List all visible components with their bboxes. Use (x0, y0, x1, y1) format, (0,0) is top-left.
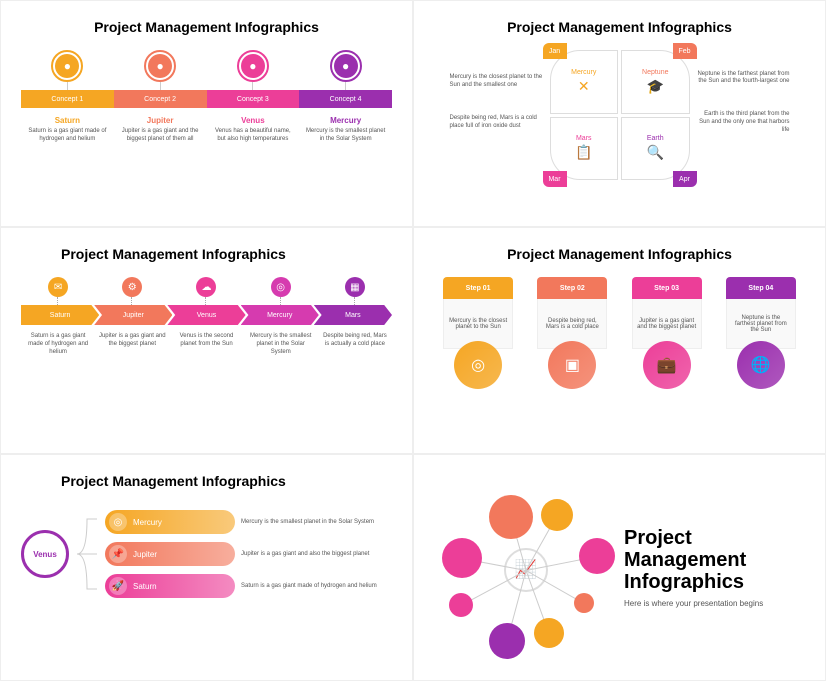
panel-title: Project Management Infographics (434, 19, 805, 35)
subtitle: Here is where your presentation begins (624, 599, 805, 608)
arrow-icon: ◎ (271, 277, 291, 297)
panel-branches: Project Management Infographics Venus ◎M… (0, 454, 413, 681)
root-node: Venus (21, 530, 69, 578)
arrow-segment: Venus (167, 305, 245, 325)
concept-item: JupiterJupiter is a gas giant and the bi… (114, 116, 207, 144)
arrow-icon: ☁ (196, 277, 216, 297)
arrow-desc: Despite being red, Mars is actually a co… (318, 333, 392, 356)
concept-item: SaturnSaturn is a gas giant made of hydr… (21, 116, 114, 144)
bubble (489, 495, 533, 539)
bubble (541, 499, 573, 531)
concept-item: MercuryMercury is the smallest planet in… (299, 116, 392, 144)
step-card: Step 02Despite being red, Mars is a cold… (537, 277, 607, 389)
bubble (574, 593, 594, 613)
branch-item: 🚀SaturnSaturn is a gas giant made of hyd… (105, 574, 392, 598)
arrow-desc: Mercury is the smallest planet in the So… (244, 333, 318, 356)
panel-title: Project Management Infographics (61, 473, 392, 489)
arrow-segment: Saturn (21, 305, 99, 325)
panel-arrows: Project Management Infographics ✉ ⚙ ☁ ◎ ▦ Sa… (0, 227, 413, 454)
arrow-desc: Venus is the second planet from the Sun (169, 333, 243, 356)
panel-title: Project Management Infographics (434, 246, 805, 262)
panel-title-slide: 📈 Project Management Infographics Here i… (413, 454, 826, 681)
bubble (534, 618, 564, 648)
quadrant-desc: Mercury is the closest planet to the Sun… (450, 74, 545, 90)
step-card: Step 03Jupiter is a gas giant and the bi… (632, 277, 702, 389)
concept-circle: ● (51, 50, 83, 82)
branch-connector (77, 504, 97, 604)
concept-bar: Concept 4 (299, 90, 392, 108)
main-title: Project Management Infographics (624, 527, 805, 593)
concept-circle: ● (237, 50, 269, 82)
quadrant-desc: Neptune is the farthest planet from the … (695, 71, 790, 87)
quadrant-desc: Despite being red, Mars is a cold place … (450, 115, 545, 131)
quadrant-cell: MarMars📋 (550, 117, 619, 181)
branch-item: ◎MercuryMercury is the smallest planet i… (105, 510, 392, 534)
arrow-segment: Mercury (241, 305, 319, 325)
concept-bar: Concept 3 (207, 90, 300, 108)
quadrant-desc: Earth is the third planet from the Sun a… (695, 111, 790, 134)
panel-quadrant: Project Management Infographics Mercury … (413, 0, 826, 227)
panel-concepts: Project Management Infographics ● ● ● ● Con… (0, 0, 413, 227)
quadrant-cell: JanMercury✕ (550, 50, 619, 114)
quadrant-cell: FebNeptune🎓 (621, 50, 690, 114)
arrow-segment: Mars (314, 305, 392, 325)
bubble (449, 593, 473, 617)
arrow-icon: ⚙ (122, 277, 142, 297)
bubble (489, 623, 525, 659)
branch-item: 📌JupiterJupiter is a gas giant and also … (105, 542, 392, 566)
panel-title: Project Management Infographics (61, 246, 392, 262)
arrow-icon: ▦ (345, 277, 365, 297)
concept-circle: ● (144, 50, 176, 82)
concept-item: VenusVenus has a beautiful name, but als… (207, 116, 300, 144)
arrow-icon: ✉ (48, 277, 68, 297)
step-card: Step 01Mercury is the closest planet to … (443, 277, 513, 389)
concept-bar: Concept 1 (21, 90, 114, 108)
quadrant-cell: AprEarth🔍 (621, 117, 690, 181)
bubble (579, 538, 615, 574)
panel-title: Project Management Infographics (21, 19, 392, 35)
bubble (442, 538, 482, 578)
panel-steps: Project Management Infographics Step 01M… (413, 227, 826, 454)
step-card: Step 04Neptune is the farthest planet fr… (726, 277, 796, 389)
concept-circle: ● (330, 50, 362, 82)
arrow-segment: Jupiter (94, 305, 172, 325)
concept-bar: Concept 2 (114, 90, 207, 108)
bubble-diagram: 📈 (434, 483, 614, 653)
arrow-desc: Saturn is a gas giant made of hydrogen a… (21, 333, 95, 356)
arrow-desc: Jupiter is a gas giant and the biggest p… (95, 333, 169, 356)
